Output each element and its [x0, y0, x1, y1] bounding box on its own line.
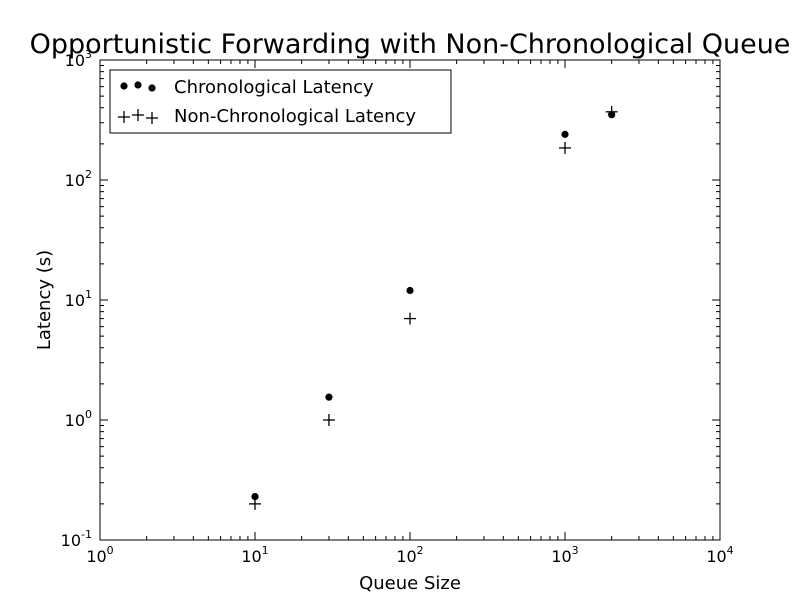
non-chronological-point	[559, 141, 571, 154]
non-chronological-point	[322, 414, 335, 426]
legend-marker	[148, 84, 156, 92]
chronological-point	[561, 130, 569, 138]
y-tick-exponent: -1	[81, 528, 92, 541]
x-tick-label: 102	[396, 544, 423, 566]
x-tick-label: 100	[86, 544, 113, 566]
legend-label: Chronological Latency	[174, 77, 374, 98]
y-tick-label: 100	[65, 408, 92, 430]
y-axis-label: Latency (s)	[34, 250, 55, 350]
legend-marker	[132, 109, 144, 121]
legend-marker	[118, 111, 130, 123]
x-tick-exponent: 0	[107, 544, 114, 557]
legend-marker	[146, 112, 158, 124]
x-axis-label: Queue Size	[359, 573, 461, 594]
non-chronological-point	[249, 497, 261, 510]
x-tick-label: 101	[241, 544, 268, 566]
y-tick-label: 101	[65, 288, 92, 310]
y-tick-exponent: 2	[85, 168, 92, 181]
y-tick-exponent: 3	[85, 48, 92, 61]
x-tick-label: 103	[551, 544, 578, 566]
x-tick-label: 104	[706, 544, 733, 566]
legend: Chronological Latency Non-Chronological L…	[109, 69, 452, 134]
y-tick-label: 103	[65, 48, 92, 70]
chronological-point	[406, 286, 414, 295]
y-tick-label: 102	[65, 168, 92, 190]
non-chronological-point	[404, 312, 416, 325]
legend-marker	[120, 82, 128, 90]
x-tick-exponent: 2	[417, 544, 424, 557]
data-marks	[249, 105, 618, 510]
x-tick-exponent: 3	[572, 544, 579, 557]
legend-box	[109, 69, 452, 134]
chronological-point	[251, 492, 259, 501]
x-tick-exponent: 4	[727, 544, 734, 557]
x-tick-exponent: 1	[262, 544, 269, 557]
chronological-point	[325, 393, 333, 401]
chart-title: Opportunistic Forwarding with Non-Chrono…	[30, 29, 791, 60]
y-tick-exponent: 0	[85, 408, 92, 421]
y-tick-exponent: 1	[85, 288, 92, 301]
legend-marker	[134, 81, 142, 89]
non-chronological-point	[605, 105, 618, 118]
legend-label: Non-Chronological Latency	[174, 106, 416, 127]
